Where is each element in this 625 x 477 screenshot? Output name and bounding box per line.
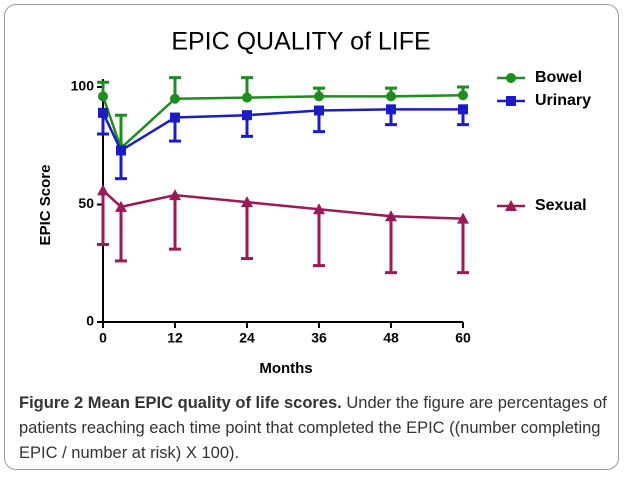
- chart: EPIC QUALITY of LIFE EPIC Score Months 0…: [37, 28, 591, 377]
- marker: [385, 210, 397, 222]
- y-tick-label: 0: [86, 313, 94, 329]
- marker: [386, 104, 396, 115]
- caption-text: Under the figure are percentages of pati…: [19, 394, 607, 462]
- marker: [97, 184, 109, 196]
- x-tick-label: 0: [99, 330, 107, 346]
- y-tick-label: 100: [71, 78, 95, 94]
- x-tick-label: 24: [239, 330, 255, 346]
- x-tick-label: 12: [167, 330, 183, 346]
- marker: [98, 107, 108, 118]
- marker: [314, 105, 324, 116]
- error-bar: [115, 206, 127, 263]
- marker: [386, 91, 396, 102]
- series-line: [101, 93, 464, 151]
- figure-frame: EPIC QUALITY of LIFE EPIC Score Months 0…: [4, 4, 619, 470]
- marker: [458, 90, 468, 101]
- marker: [116, 145, 126, 156]
- legend-label: Bowel: [535, 69, 582, 86]
- marker: [505, 200, 517, 211]
- caption-label: Figure 2: [19, 394, 84, 412]
- y-tick-label: 50: [78, 195, 94, 211]
- y-axis-label: EPIC Score: [37, 165, 54, 246]
- marker: [169, 189, 181, 201]
- marker: [242, 110, 252, 121]
- error-bar: [169, 195, 181, 251]
- marker: [242, 92, 252, 103]
- marker: [170, 112, 180, 123]
- marker: [115, 200, 127, 212]
- series-line: [102, 189, 464, 220]
- marker: [506, 73, 516, 83]
- marker: [98, 91, 108, 102]
- error-bar: [313, 209, 325, 268]
- marker: [170, 93, 180, 104]
- caption: Figure 2 Mean EPIC quality of life score…: [19, 391, 609, 466]
- x-tick-label: 48: [383, 330, 399, 346]
- legend-label: Sexual: [535, 197, 587, 214]
- error-bar: [97, 190, 109, 246]
- error-bar: [385, 216, 397, 275]
- x-tick-label: 36: [311, 330, 327, 346]
- marker: [458, 104, 468, 115]
- marker: [241, 196, 253, 208]
- error-bar: [457, 218, 469, 275]
- error-bar: [241, 202, 253, 261]
- marker: [313, 203, 325, 215]
- x-tick-label: 60: [455, 330, 471, 346]
- x-axis-label: Months: [259, 360, 312, 377]
- marker: [457, 212, 469, 224]
- marker: [506, 96, 516, 106]
- caption-title: Mean EPIC quality of life scores.: [87, 394, 342, 412]
- error-bar: [115, 113, 127, 149]
- legend-label: Urinary: [535, 92, 591, 109]
- chart-title: EPIC QUALITY of LIFE: [171, 28, 430, 56]
- marker: [314, 91, 324, 102]
